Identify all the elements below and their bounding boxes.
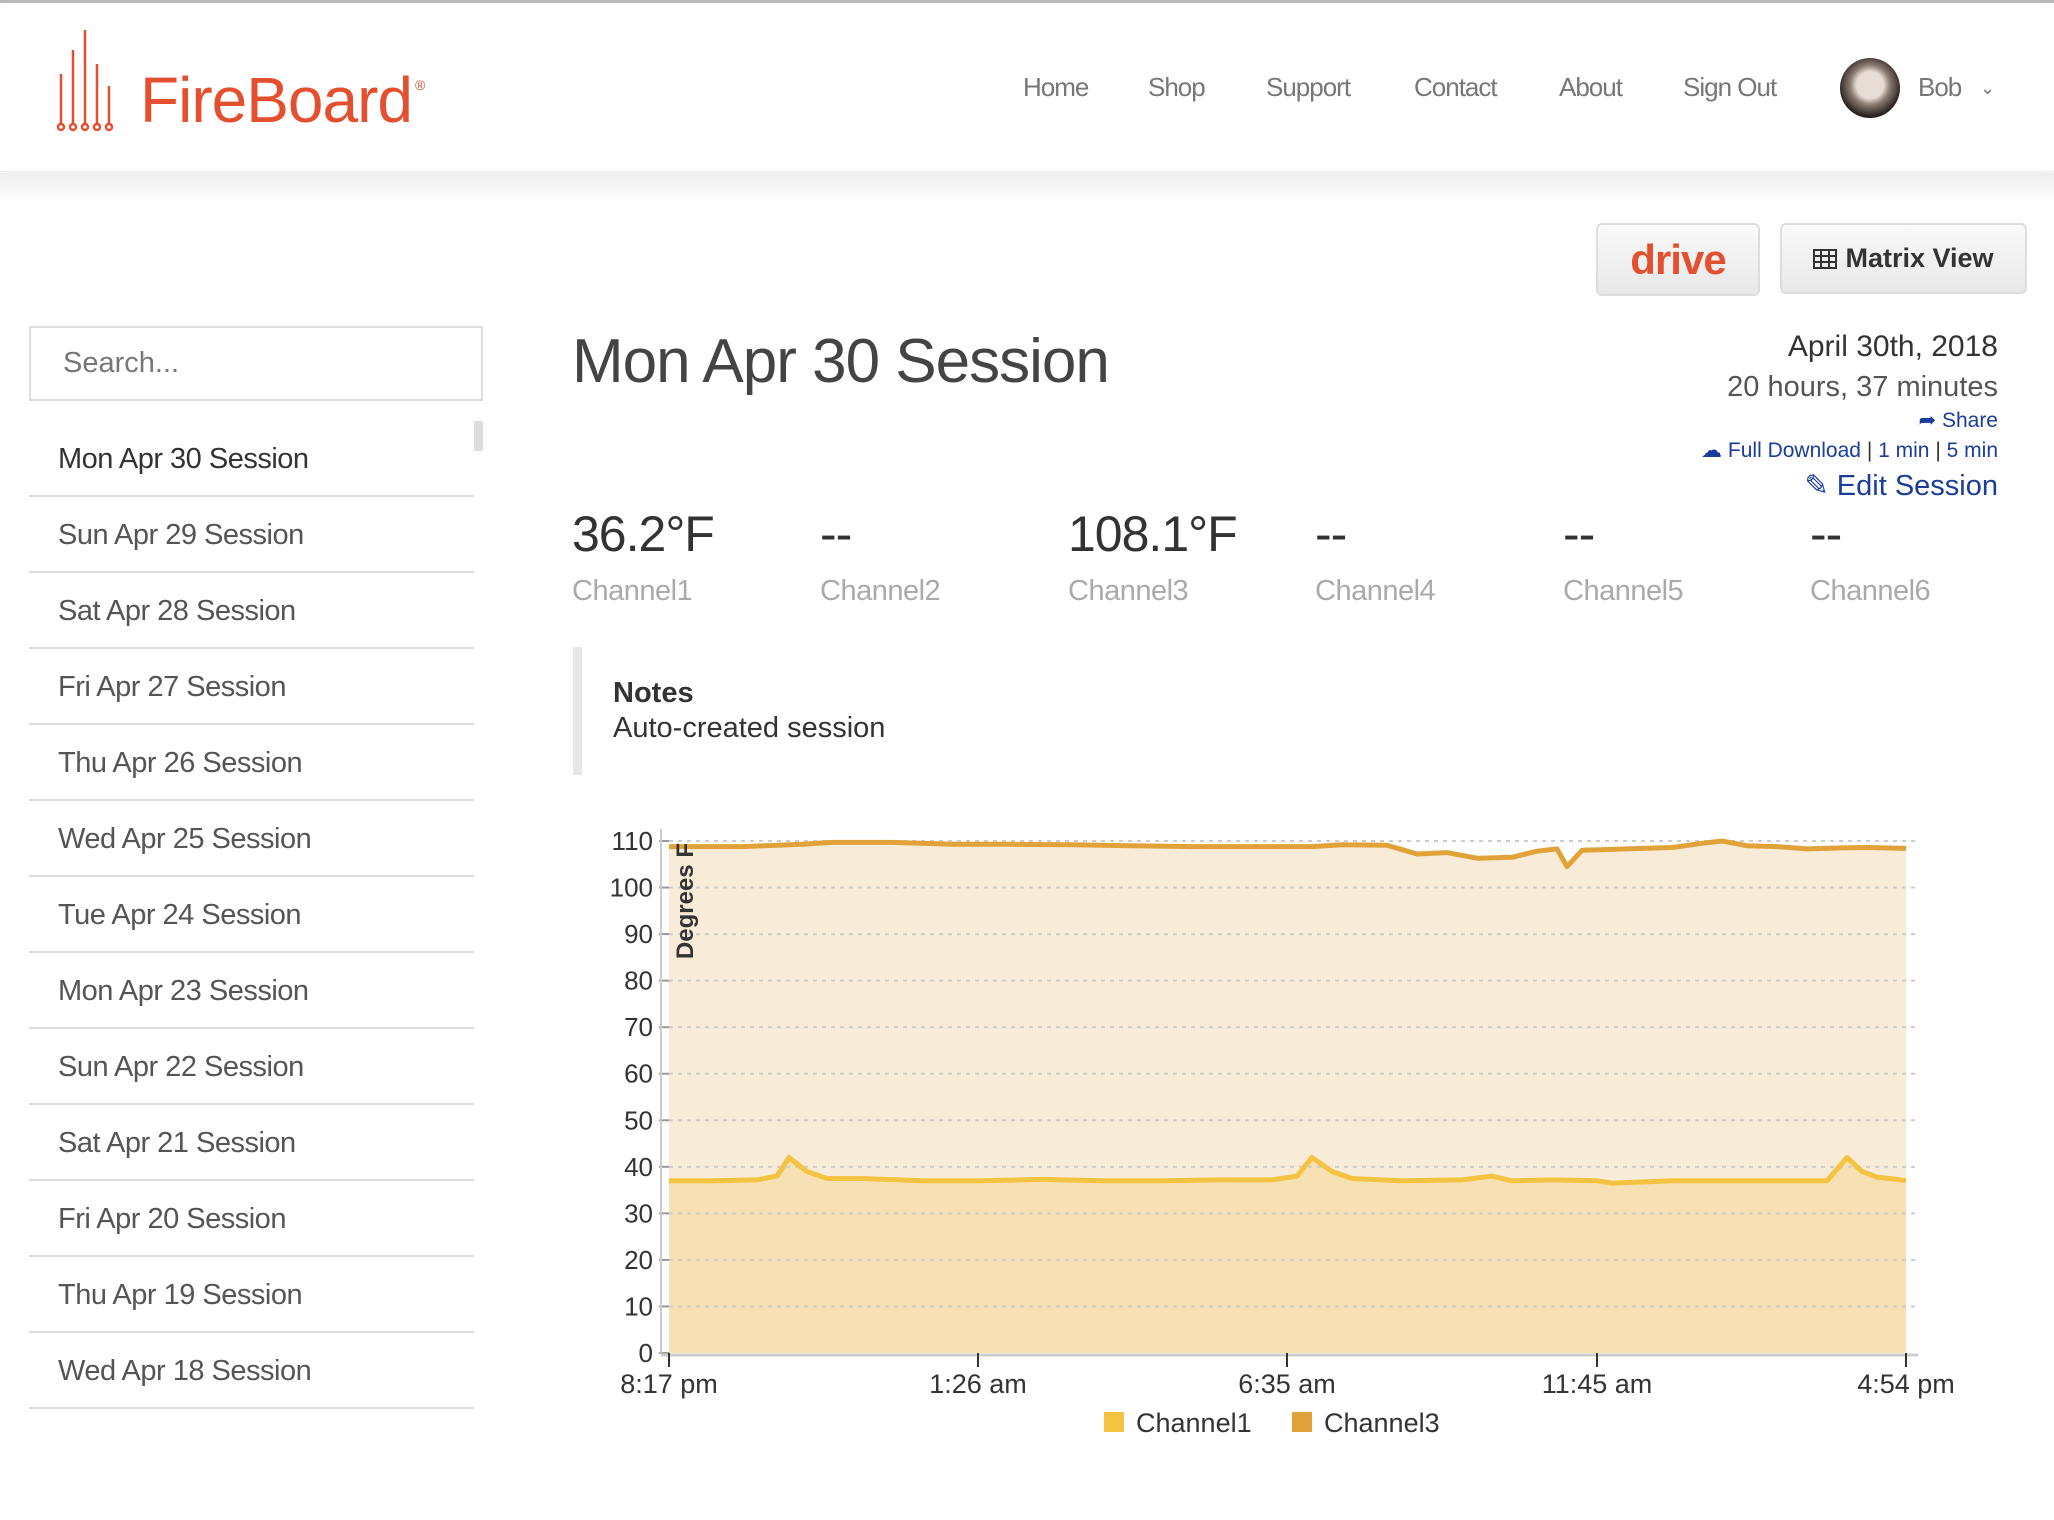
legend-label: Channel1 (1136, 1408, 1252, 1438)
logo-text[interactable]: FireBoard (140, 64, 413, 136)
y-tick-label: 90 (624, 919, 653, 949)
drive-button[interactable]: drive (1596, 223, 1760, 296)
y-tick-label: 30 (624, 1198, 653, 1228)
notes-title: Notes (613, 677, 694, 709)
session-list-item[interactable]: Wed Apr 25 Session (29, 801, 474, 877)
y-tick-label: 80 (624, 966, 653, 996)
x-tick-label: 1:26 am (929, 1369, 1027, 1399)
page-title: Mon Apr 30 Session (572, 327, 1110, 396)
five-min-download-link[interactable]: 5 min (1946, 439, 1998, 462)
one-min-download-link[interactable]: 1 min (1878, 439, 1930, 462)
edit-session-label: Edit Session (1836, 470, 1998, 502)
share-label: Share (1941, 409, 1998, 432)
y-tick-label: 0 (639, 1338, 653, 1368)
session-list-item[interactable]: Mon Apr 23 Session (29, 953, 474, 1029)
search-input[interactable] (29, 326, 483, 401)
session-date: April 30th, 2018 (1787, 330, 1998, 363)
legend-label: Channel3 (1324, 1408, 1440, 1438)
session-list-item[interactable]: Thu Apr 19 Session (29, 1257, 474, 1333)
pencil-icon: ✎ (1804, 470, 1837, 502)
series-line-channel3 (669, 838, 1907, 870)
temperature-chart: 0 10 20 30 40 50 60 70 80 90 100 110 8:17 pm 1:26 am 6… (610, 826, 1955, 1438)
session-list-item[interactable]: Mon Apr 30 Session (29, 421, 474, 497)
session-list-item[interactable]: Sat Apr 21 Session (29, 1105, 474, 1181)
nav-about[interactable]: About (1559, 72, 1623, 102)
session-list-item[interactable]: Fri Apr 27 Session (29, 649, 474, 725)
header (0, 3, 2054, 172)
channel-value: -- (1315, 506, 1347, 562)
y-axis-label: Degrees F (672, 843, 699, 959)
nav-support[interactable]: Support (1266, 72, 1351, 102)
series-line-channel1 (669, 1155, 1907, 1186)
channel-value: -- (820, 506, 852, 562)
notes-text: Auto-created session (613, 712, 886, 744)
y-tick-label: 60 (624, 1059, 653, 1089)
y-tick-label: 50 (624, 1105, 653, 1135)
y-tick-label: 100 (610, 873, 653, 903)
area-channel1 (669, 1157, 1906, 1353)
channel-label: Channel4 (1315, 575, 1436, 607)
session-list-item[interactable]: Thu Apr 26 Session (29, 725, 474, 801)
session-list-item[interactable]: Sun Apr 29 Session (29, 497, 474, 573)
session-list-item[interactable]: Fri Apr 20 Session (29, 1181, 474, 1257)
legend-swatch (1292, 1412, 1312, 1432)
download-links: ☁ Full Download | 1 min | 5 min (1701, 438, 1998, 463)
session-list-item[interactable]: Sat Apr 28 Session (29, 573, 474, 649)
channel-value: -- (1810, 506, 1842, 562)
x-tick-label: 4:54 pm (1857, 1369, 1955, 1399)
x-tick-label: 6:35 am (1238, 1369, 1336, 1399)
y-tick-label: 70 (624, 1012, 653, 1042)
sidebar-scrollbar[interactable] (474, 421, 483, 451)
nav-home[interactable]: Home (1023, 72, 1089, 102)
matrix-view-label: Matrix View (1845, 243, 1994, 273)
y-tick-label: 110 (612, 826, 653, 856)
x-tick-label: 8:17 pm (620, 1369, 718, 1399)
cloud-download-icon: ☁ (1701, 439, 1728, 462)
avatar[interactable] (1840, 58, 1900, 118)
logo-icon[interactable] (56, 28, 126, 132)
chevron-down-icon[interactable]: ⌄ (1980, 78, 1996, 98)
channel-label: Channel3 (1068, 575, 1189, 607)
x-tick-label: 11:45 am (1542, 1369, 1653, 1399)
separator: | (1935, 439, 1941, 462)
share-link[interactable]: ➦ Share (1919, 408, 1998, 433)
logo[interactable]: FireBoard ® (140, 68, 425, 132)
legend-swatch (1104, 1412, 1124, 1432)
channel-label: Channel6 (1810, 575, 1931, 607)
channel-value: 36.2°F (572, 506, 715, 562)
edit-session-link[interactable]: ✎ Edit Session (1804, 468, 1998, 503)
header-shadow (0, 173, 2054, 203)
session-list-item[interactable]: Wed Apr 18 Session (29, 1333, 474, 1409)
notes-block: Notes Auto-created session (573, 647, 1993, 775)
session-list-item[interactable]: Sun Apr 22 Session (29, 1029, 474, 1105)
y-tick-label: 40 (624, 1152, 653, 1182)
separator: | (1866, 439, 1873, 462)
y-tick-label: 10 (624, 1291, 653, 1321)
nav-sign-out[interactable]: Sign Out (1683, 72, 1777, 102)
channel-label: Channel1 (572, 575, 693, 607)
nav-contact[interactable]: Contact (1414, 72, 1498, 102)
channel-label: Channel5 (1563, 575, 1684, 607)
registered-mark: ® (415, 77, 426, 93)
user-menu[interactable]: Bob (1918, 72, 1962, 102)
window-top-border (0, 0, 2054, 3)
full-download-link[interactable]: Full Download (1727, 439, 1861, 462)
table-icon (1813, 248, 1838, 269)
session-duration: 20 hours, 37 minutes (1727, 371, 1998, 403)
share-icon: ➦ (1918, 409, 1942, 432)
y-tick-label: 20 (624, 1245, 653, 1275)
channel-label: Channel2 (820, 575, 941, 607)
session-list-item[interactable]: Tue Apr 24 Session (29, 877, 474, 953)
channel-value: 108.1°F (1068, 506, 1238, 562)
nav-shop[interactable]: Shop (1148, 72, 1206, 102)
matrix-view-button[interactable]: Matrix View (1780, 223, 2027, 294)
channel-value: -- (1563, 506, 1595, 562)
